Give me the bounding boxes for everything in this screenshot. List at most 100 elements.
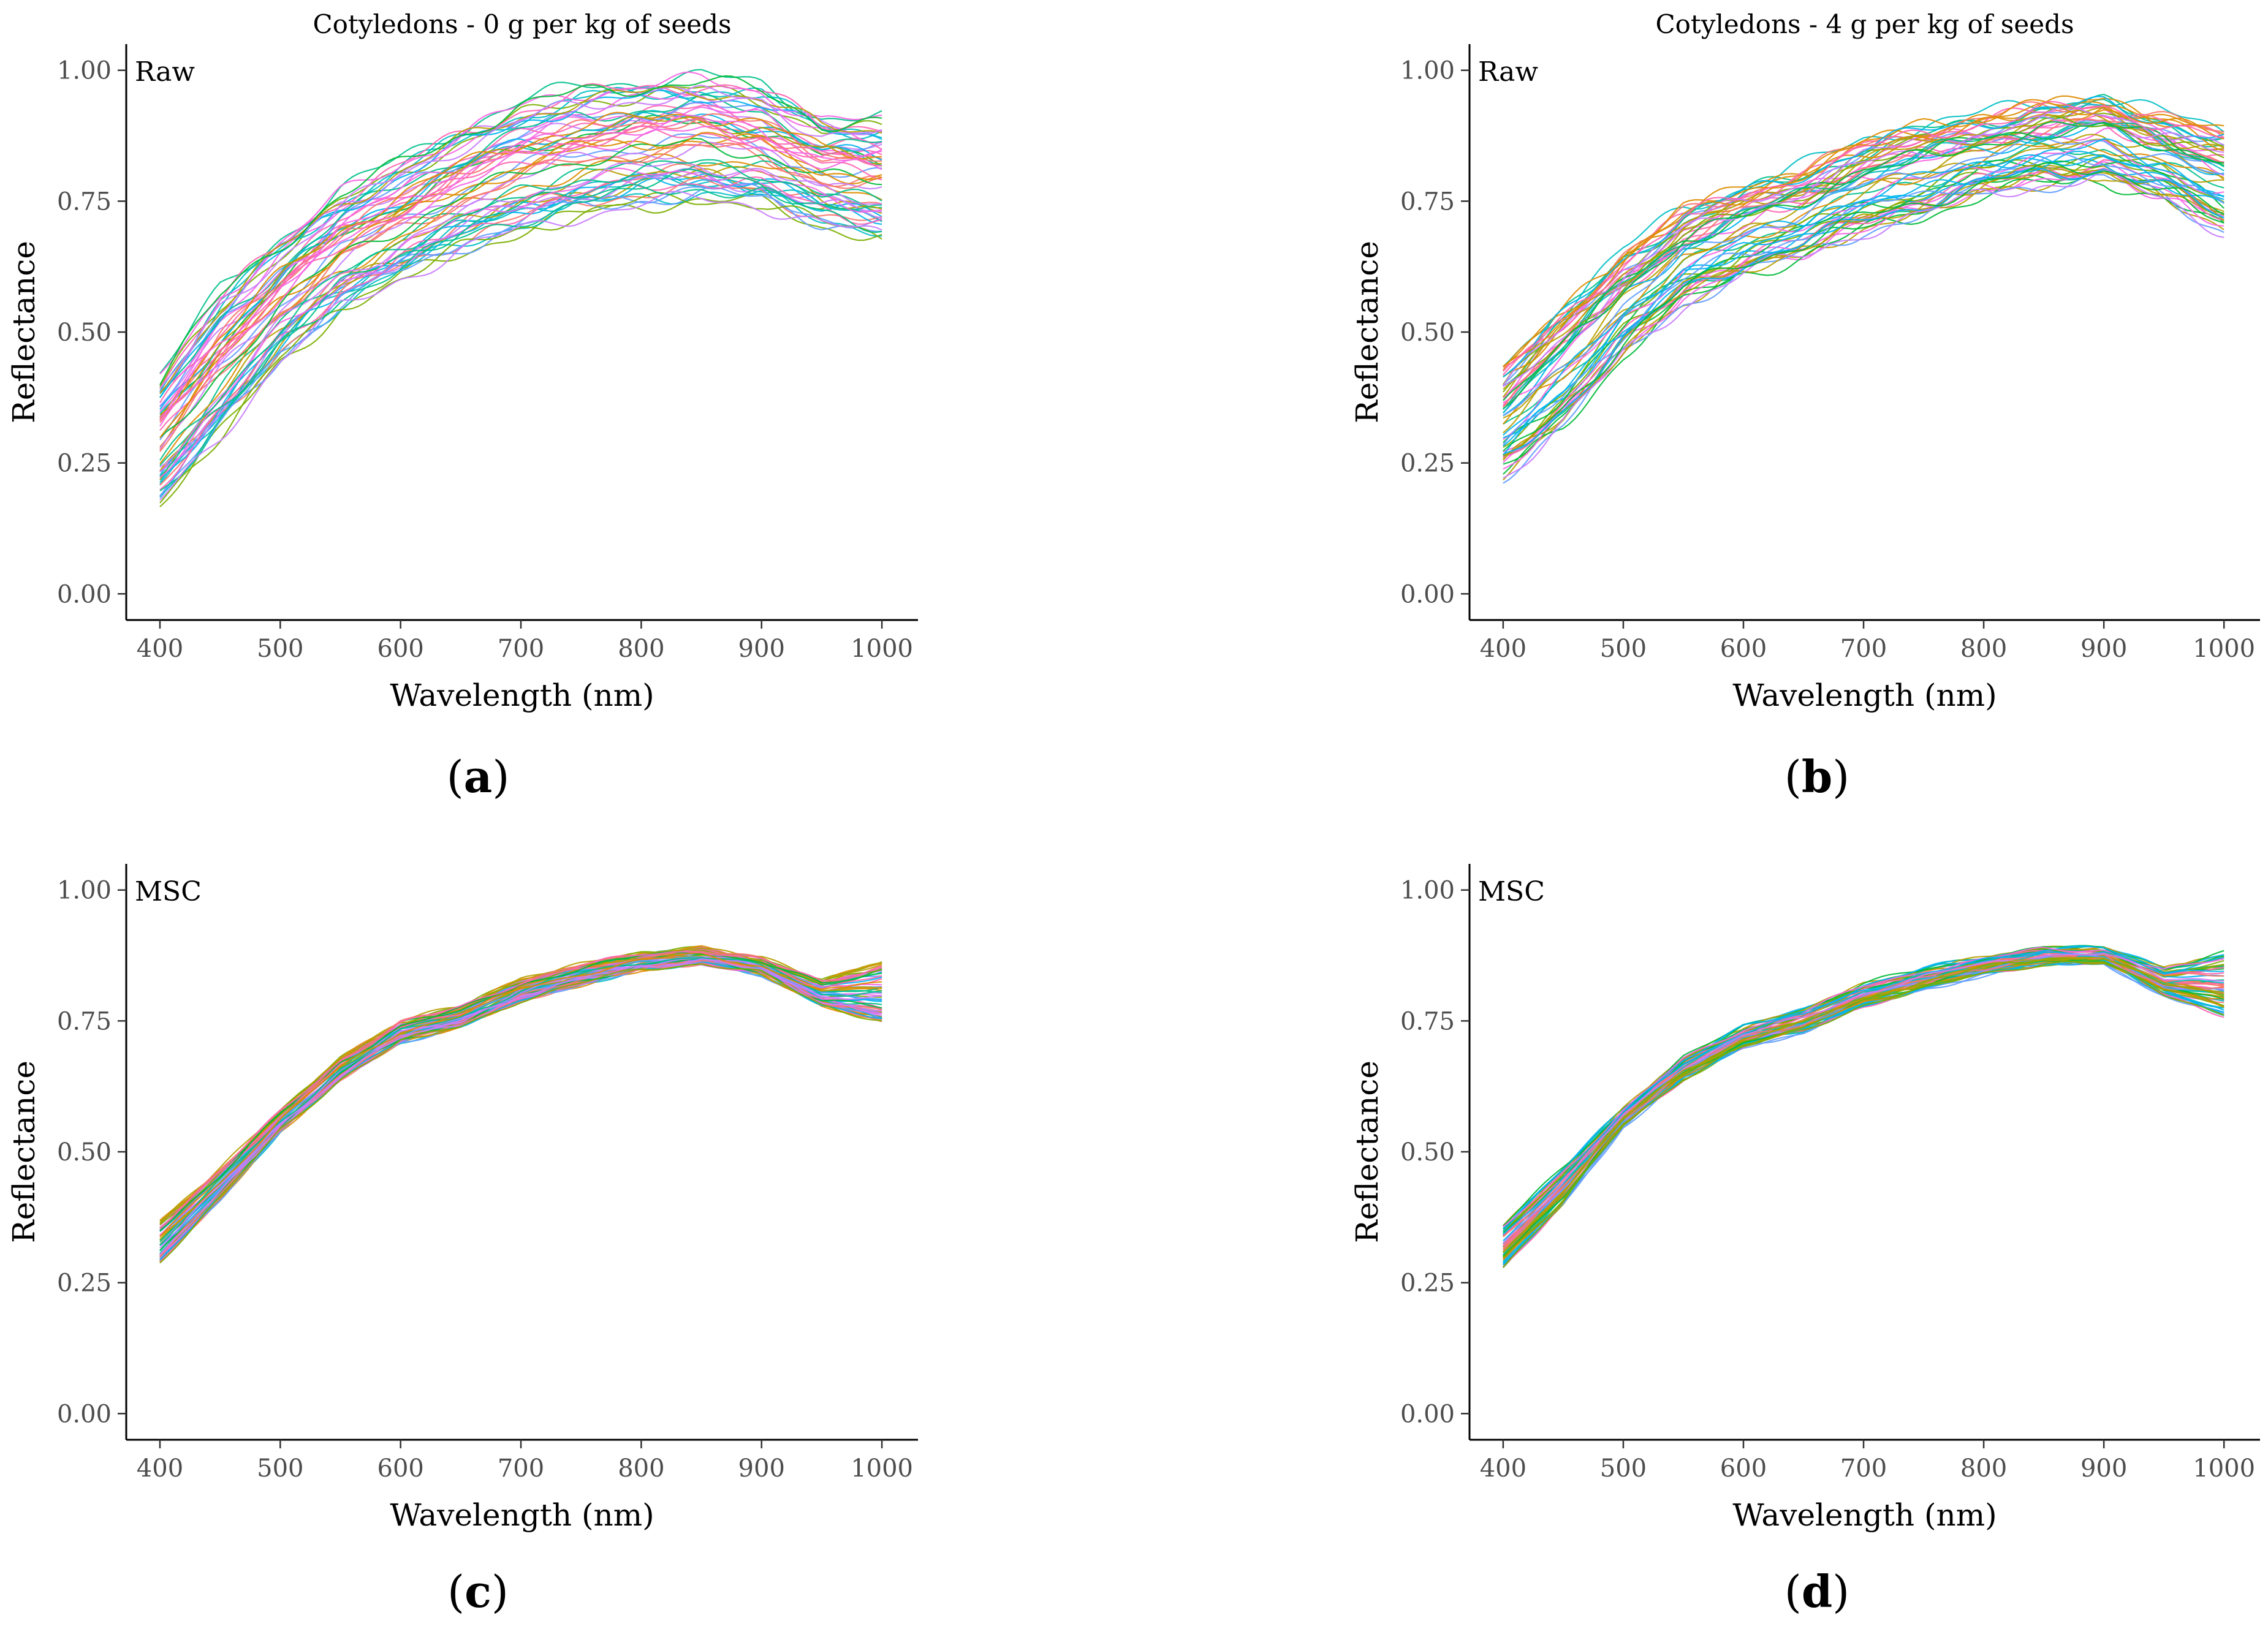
x-tick-label: 600	[1720, 1454, 1767, 1483]
y-axis-label: Reflectance	[1349, 1061, 1385, 1243]
y-tick-label: 0.25	[1400, 1269, 1455, 1298]
series-line	[159, 959, 882, 1255]
x-tick-label: 700	[1840, 1454, 1887, 1483]
series-line	[159, 132, 882, 439]
series-line	[159, 963, 882, 1264]
y-tick-label: 0.75	[1400, 1007, 1455, 1035]
series-group	[159, 69, 882, 507]
x-tick-label: 1000	[851, 635, 913, 663]
x-tick-label: 800	[618, 1454, 664, 1483]
series-line	[159, 168, 882, 472]
x-tick-label: 600	[1720, 635, 1767, 663]
series-line	[159, 106, 882, 412]
series-line	[159, 962, 882, 1257]
series-line	[1503, 99, 2224, 368]
series-line	[1503, 961, 2224, 1268]
y-tick-label: 0.75	[57, 1007, 112, 1035]
series-line	[1503, 956, 2224, 1254]
series-line	[159, 960, 882, 1256]
series-line	[159, 963, 882, 1262]
series-line	[159, 959, 882, 1256]
x-tick-label: 900	[738, 635, 785, 663]
series-line	[1503, 106, 2224, 399]
series-line	[1503, 134, 2224, 434]
x-tick-label: 700	[1840, 635, 1887, 663]
series-line	[159, 956, 882, 1246]
series-line	[159, 116, 882, 423]
series-line	[159, 114, 882, 422]
series-line	[159, 959, 882, 1257]
series-line	[159, 89, 882, 398]
x-tick-label: 500	[257, 1454, 303, 1483]
series-line	[1503, 167, 2224, 456]
chart-title: Cotyledons - 4 g per kg of seeds	[1655, 9, 2074, 39]
series-line	[159, 964, 882, 1261]
chart-panel-1: 0.00 0.25 0.50 0.75 1.00 400 500 600 700 800 900 10…	[6, 9, 918, 713]
y-tick-label: 1.00	[57, 57, 112, 85]
series-line	[159, 159, 882, 461]
series-line	[1503, 959, 2224, 1258]
series-line	[1503, 96, 2224, 378]
series-line	[1503, 165, 2224, 456]
series-line	[159, 183, 882, 496]
y-tick-label: 0.75	[57, 187, 112, 216]
x-tick-label: 1000	[2193, 1454, 2255, 1483]
series-line	[1503, 173, 2224, 484]
y-tick-label: 0.50	[57, 1138, 112, 1167]
series-group	[159, 945, 882, 1264]
x-tick-label: 800	[618, 635, 664, 663]
panel-annotation: MSC	[1478, 876, 1545, 907]
series-line	[159, 960, 882, 1256]
y-axis-label: Reflectance	[1349, 241, 1385, 423]
y-axis-label: Reflectance	[6, 241, 42, 423]
chart-panel-4: 0.00 0.25 0.50 0.75 1.00 400 500 600 700 800 900 10…	[1349, 864, 2260, 1533]
series-group	[1502, 93, 2224, 484]
series-line	[1503, 154, 2224, 439]
series-line	[159, 186, 882, 497]
series-line	[159, 163, 882, 472]
chart-title: Cotyledons - 0 g per kg of seeds	[313, 9, 731, 39]
series-line	[159, 84, 882, 390]
panel-annotation: Raw	[1478, 56, 1538, 88]
x-tick-label: 1000	[2193, 635, 2255, 663]
series-line	[159, 176, 882, 491]
series-line	[1503, 953, 2224, 1244]
series-line	[159, 143, 882, 452]
y-tick-label: 0.00	[1400, 580, 1455, 608]
y-tick-label: 0.50	[1400, 319, 1455, 347]
series-line	[1503, 100, 2224, 372]
series-line	[1503, 159, 2224, 458]
series-line	[1503, 177, 2224, 475]
series-line	[1503, 107, 2224, 376]
chart-panel-2: 0.00 0.25 0.50 0.75 1.00 400 500 600 700 800 900 10…	[1349, 9, 2260, 713]
y-tick-label: 0.25	[57, 450, 112, 478]
x-tick-label: 900	[2080, 635, 2127, 663]
x-tick-label: 700	[498, 1454, 544, 1483]
x-tick-label: 400	[1480, 1454, 1527, 1483]
panel-annotation: Raw	[135, 56, 195, 88]
x-axis-label: Wavelength (nm)	[390, 1497, 654, 1533]
series-line	[159, 167, 882, 478]
series-line	[159, 168, 882, 472]
series-line	[159, 959, 882, 1257]
y-tick-label: 0.50	[57, 319, 112, 347]
series-line	[159, 75, 882, 385]
series-line	[159, 153, 882, 464]
x-tick-label: 600	[377, 635, 424, 663]
x-axis-label: Wavelength (nm)	[1732, 678, 1997, 713]
series-line	[159, 161, 882, 468]
panel-label-a: (a)	[446, 751, 510, 803]
series-line	[159, 71, 882, 375]
series-line	[159, 86, 882, 394]
series-line	[1503, 102, 2224, 368]
chart-panel-3: 0.00 0.25 0.50 0.75 1.00 400 500 600 700 800 900 10…	[6, 864, 918, 1533]
y-tick-label: 0.00	[57, 580, 112, 608]
series-line	[1503, 947, 2224, 1228]
panel-label-b: (b)	[1784, 751, 1850, 803]
panel-annotation: MSC	[135, 876, 202, 907]
series-line	[159, 962, 882, 1258]
series-line	[159, 126, 882, 427]
x-tick-label: 400	[137, 635, 183, 663]
series-line	[1503, 168, 2224, 461]
series-line	[1503, 961, 2224, 1268]
